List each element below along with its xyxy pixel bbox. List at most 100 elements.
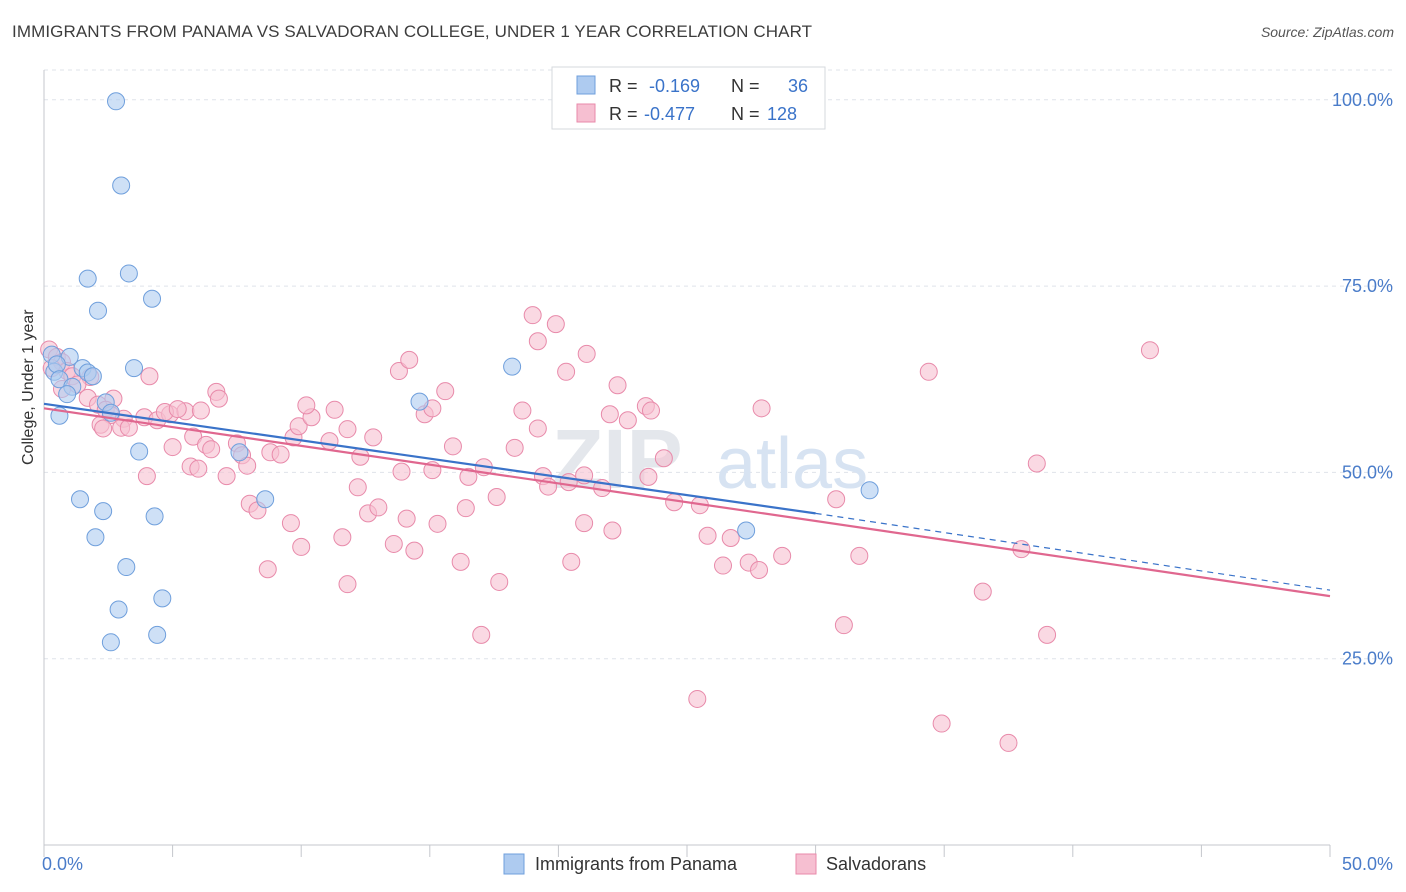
salvadoran-point [217, 467, 236, 486]
salvadoran-point [752, 399, 771, 418]
salvadoran-point [618, 411, 637, 430]
salvadoran-point [523, 306, 542, 325]
salvadoran-point [369, 498, 388, 517]
salvadoran-point [137, 467, 156, 486]
salvadoran-point [459, 467, 478, 486]
chart-title: IMMIGRANTS FROM PANAMA VS SALVADORAN COL… [12, 22, 813, 41]
panama-point [737, 521, 756, 540]
salvadoran-point [577, 344, 596, 363]
salvadoran-point [338, 420, 357, 439]
panama-point [130, 442, 149, 461]
y-tick-labels: 25.0% 50.0% 75.0% 100.0% [1332, 90, 1393, 669]
series-panama [42, 92, 879, 652]
panama-point [145, 507, 164, 526]
legend-n-label-1: N = [731, 76, 760, 96]
trend-line-panama [43, 402, 816, 515]
panama-point [86, 528, 105, 547]
salvadoran-point [827, 490, 846, 509]
salvadoran-point [348, 478, 367, 497]
panama-point [107, 92, 126, 111]
panama-point [119, 264, 138, 283]
panama-point [47, 355, 66, 374]
salvadoran-point [320, 432, 339, 451]
salvadoran-point [271, 445, 290, 464]
salvadoran-point [292, 537, 311, 556]
salvadoran-point [654, 449, 673, 468]
salvadoran-point [443, 437, 462, 456]
salvadoran-point [94, 419, 113, 438]
salvadoran-point [333, 528, 352, 547]
salvadoran-point [505, 438, 524, 457]
bottom-label-salvadorans: Salvadorans [826, 854, 926, 874]
y-tick-label: 100.0% [1332, 90, 1393, 110]
bottom-swatch-pink [795, 853, 817, 875]
salvadoran-point [189, 459, 208, 478]
stats-legend: R = -0.169 N = 36 R = -0.477 N = 128 [551, 66, 826, 130]
panama-point [148, 625, 167, 644]
panama-point [83, 367, 102, 386]
salvadoran-point [289, 417, 308, 436]
y-tick-label: 50.0% [1342, 462, 1393, 482]
salvadoran-point [202, 440, 221, 459]
salvadoran-point [639, 467, 658, 486]
panama-point [109, 600, 128, 619]
salvadoran-point [184, 427, 203, 446]
salvadoran-point [575, 514, 594, 533]
legend-r-label-1: R = [609, 76, 638, 96]
legend-n-value-2: 128 [767, 104, 797, 124]
series-legend: Immigrants from Panama Salvadorans [503, 853, 926, 875]
panama-point [230, 443, 249, 462]
panama-point [125, 359, 144, 378]
legend-swatch-pink [576, 103, 596, 123]
panama-point [89, 301, 108, 320]
salvadoran-point [750, 561, 769, 580]
salvadoran-point [400, 350, 419, 369]
salvadoran-point [557, 362, 576, 381]
salvadoran-point [850, 546, 869, 565]
salvadoran-point [608, 376, 627, 395]
x-tick-label: 0.0% [42, 854, 83, 874]
salvadoran-point [397, 509, 416, 528]
trend-lines [43, 402, 1331, 598]
trend-line-panama-extension [815, 512, 1331, 591]
trend-line-salvadorans [43, 407, 1331, 598]
y-axis-title: College, Under 1 year [20, 309, 37, 465]
legend-r-value-2: -0.477 [644, 104, 695, 124]
salvadoran-point [714, 556, 733, 575]
salvadoran-point [528, 419, 547, 438]
panama-point [58, 385, 77, 404]
source-label: Source: ZipAtlas.com [1260, 24, 1394, 40]
salvadoran-point [559, 473, 578, 492]
salvadoran-point [281, 514, 300, 533]
salvadoran-point [191, 401, 210, 420]
salvadoran-point [688, 689, 707, 708]
salvadoran-point [238, 456, 257, 475]
salvadoran-point [919, 362, 938, 381]
panama-point [143, 289, 162, 308]
salvadoran-point [487, 487, 506, 506]
axes [43, 70, 1331, 857]
salvadoran-point [163, 438, 182, 457]
salvadoran-point [436, 382, 455, 401]
salvadoran-point [490, 572, 509, 591]
salvadoran-point [562, 552, 581, 571]
salvadoran-point [384, 534, 403, 553]
salvadoran-point [698, 526, 717, 545]
x-tick-labels: 0.0% 50.0% [42, 854, 1393, 874]
panama-point [71, 490, 90, 509]
salvadoran-point [973, 582, 992, 601]
series-salvadorans [40, 306, 1159, 752]
salvadoran-point [405, 541, 424, 560]
salvadoran-point [209, 389, 228, 408]
salvadoran-point [603, 521, 622, 540]
panama-point [860, 481, 879, 500]
salvadoran-point [721, 528, 740, 547]
salvadoran-point [456, 499, 475, 518]
panama-point [410, 392, 429, 411]
y-tick-label: 75.0% [1342, 276, 1393, 296]
salvadoran-point [119, 418, 138, 437]
salvadoran-point [168, 400, 187, 419]
salvadoran-point [428, 514, 447, 533]
salvadoran-point [451, 552, 470, 571]
